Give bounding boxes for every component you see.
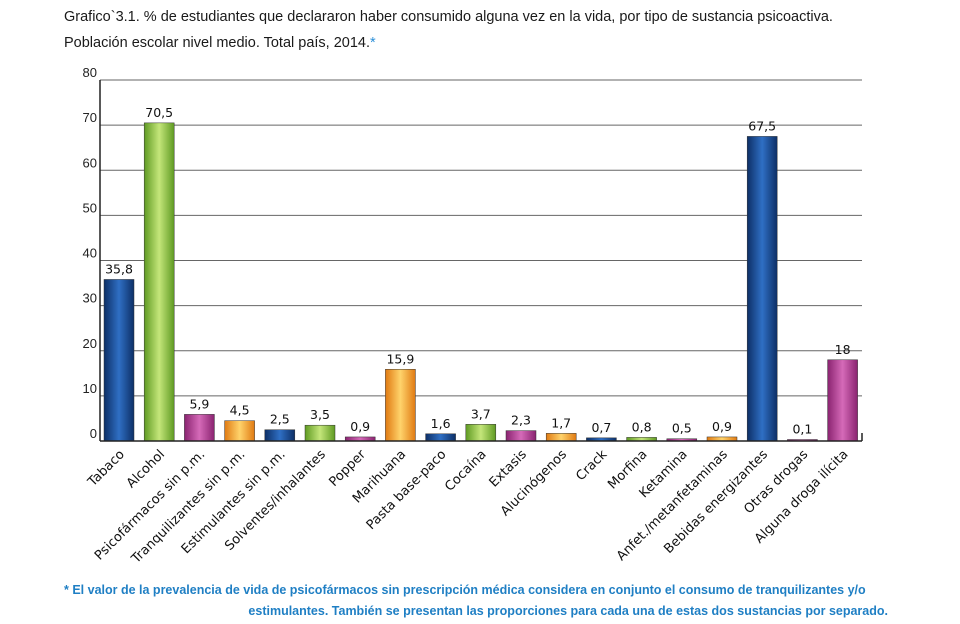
data-label: 67,5 [748, 118, 776, 133]
y-tick-label: 80 [83, 65, 97, 80]
y-tick-label: 0 [90, 426, 97, 441]
bar-2 [143, 122, 175, 442]
data-label: 3,7 [471, 406, 491, 421]
bar-6 [304, 424, 336, 442]
data-label: 0,1 [792, 422, 812, 437]
y-tick-label: 50 [83, 200, 97, 215]
bar-8 [385, 369, 416, 442]
data-label: 0,5 [672, 421, 692, 436]
category-label: Crack [573, 447, 610, 484]
data-label: 70,5 [145, 105, 173, 120]
chart-title-line1: Grafico`3.1. % de estudiantes que declar… [64, 9, 833, 25]
category-label: Cocaína [442, 447, 489, 494]
data-label: 4,5 [230, 403, 250, 418]
data-label: 35,8 [105, 261, 133, 276]
data-label: 0,9 [712, 419, 732, 434]
bar-4 [224, 420, 255, 442]
chart-title: Grafico`3.1. % de estudiantes que declar… [64, 4, 944, 56]
bars [103, 122, 858, 442]
bar-3 [184, 414, 215, 442]
footnote-line1: * El valor de la prevalencia de vida de … [64, 583, 866, 597]
data-label: 5,9 [189, 396, 209, 411]
bar-17 [746, 136, 778, 442]
data-label: 1,6 [431, 416, 451, 431]
data-label: 0,9 [350, 419, 370, 434]
bar-10 [465, 424, 497, 442]
grid-lines [100, 79, 862, 397]
bar-1 [103, 279, 135, 442]
data-label: 0,8 [632, 419, 652, 434]
y-tick-label: 20 [83, 336, 97, 351]
data-label: 18 [835, 342, 851, 357]
data-label: 3,5 [310, 407, 330, 422]
footnote: * El valor de la prevalencia de vida de … [64, 580, 888, 622]
value-labels: 35,8 70,5 5,9 4,5 2,5 3,5 0,9 15,9 1,6 3,7 2,3 1,7 0… [105, 105, 851, 437]
bar-11 [505, 430, 537, 442]
data-label: 2,3 [511, 413, 531, 428]
bar-9 [425, 433, 456, 442]
y-tick-label: 40 [83, 246, 97, 261]
y-tick-label: 30 [83, 291, 97, 306]
axes [99, 80, 863, 442]
y-tick-label: 70 [83, 110, 97, 125]
data-label: 2,5 [270, 412, 290, 427]
data-label: 0,7 [591, 420, 611, 435]
data-label: 15,9 [386, 351, 414, 366]
bar-chart: 0 10 20 30 40 50 60 70 80 35,8 70,5 5,9 4,5 2,5 3,5 0,… [83, 65, 863, 568]
bar-12 [545, 433, 577, 442]
y-axis-ticks: 0 10 20 30 40 50 60 70 80 [83, 65, 97, 441]
data-label: 1,7 [551, 415, 571, 430]
bar-19 [827, 359, 858, 442]
bar-5 [264, 429, 296, 442]
category-label: Tabaco [85, 447, 128, 490]
chart-title-line2: Población escolar nivel medio. Total paí… [64, 35, 371, 51]
y-tick-label: 10 [83, 381, 97, 396]
y-tick-label: 60 [83, 155, 97, 170]
title-asterisk: * [370, 35, 376, 51]
footnote-line2: estimulantes. También se presentan las p… [248, 604, 888, 618]
